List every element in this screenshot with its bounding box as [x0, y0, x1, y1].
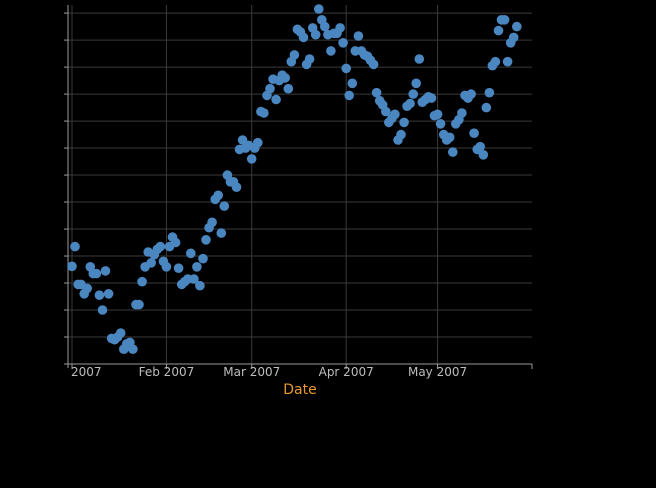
data-point: [335, 23, 345, 33]
data-point: [338, 38, 348, 48]
x-tick-label: Mar 2007: [223, 365, 280, 379]
data-point: [219, 201, 230, 211]
data-point: [314, 4, 324, 14]
data-point: [493, 25, 504, 36]
data-point: [192, 262, 202, 272]
data-point: [265, 83, 275, 94]
data-point: [457, 108, 467, 118]
data-point: [512, 21, 522, 32]
data-point: [161, 262, 172, 272]
data-point: [170, 237, 181, 248]
grid: [64, 5, 532, 365]
data-point: [246, 154, 257, 164]
data-point: [128, 344, 138, 355]
data-point: [115, 328, 126, 338]
data-point: [100, 266, 111, 276]
x-tick-label: May 2007: [408, 365, 467, 379]
data-point: [478, 150, 489, 160]
data-point: [414, 54, 425, 64]
data-point: [103, 289, 114, 299]
data-point: [201, 235, 211, 245]
data-point: [189, 274, 199, 284]
x-axis-title: Date: [283, 382, 316, 398]
data-point: [484, 87, 495, 98]
data-point: [252, 137, 263, 148]
data-point: [466, 89, 476, 99]
data-point: [326, 46, 336, 56]
data-point: [490, 56, 501, 67]
data-point: [91, 268, 102, 279]
data-point: [155, 241, 166, 252]
data-point: [502, 56, 513, 67]
data-point: [381, 106, 391, 117]
data-point: [280, 73, 291, 83]
data-point: [186, 248, 196, 259]
x-tick-label: 2007: [71, 365, 102, 379]
data-point: [405, 98, 415, 109]
data-point: [444, 132, 455, 143]
data-point: [475, 141, 486, 152]
data-point: [283, 83, 294, 94]
data-point: [320, 21, 330, 32]
data-point: [341, 63, 352, 74]
data-point: [259, 108, 269, 118]
data-point: [396, 129, 406, 140]
data-point: [137, 276, 147, 287]
data-point: [173, 263, 184, 274]
data-point: [448, 147, 458, 157]
data-point: [344, 90, 355, 101]
data-point: [298, 32, 309, 43]
data-point: [94, 290, 105, 301]
data-point: [411, 78, 422, 89]
data-point: [213, 190, 223, 201]
data-point: [304, 54, 315, 64]
data-point: [195, 280, 205, 291]
data-point: [499, 14, 510, 25]
data-point: [426, 93, 437, 103]
data-point: [289, 50, 300, 60]
data-point: [432, 109, 443, 120]
data-points: [67, 4, 522, 355]
data-point: [82, 283, 92, 294]
data-point: [134, 299, 144, 310]
x-tick-label: Apr 2007: [319, 365, 374, 379]
data-point: [347, 78, 358, 89]
data-point: [469, 128, 479, 138]
data-point: [146, 258, 156, 268]
data-point: [271, 94, 281, 105]
x-tick-label: Feb 2007: [139, 365, 195, 379]
data-point: [408, 89, 419, 99]
data-point: [207, 217, 217, 228]
data-point: [231, 182, 242, 192]
data-point: [435, 119, 446, 129]
data-point: [371, 87, 382, 98]
data-point: [390, 109, 400, 120]
data-point: [67, 261, 77, 272]
data-point: [70, 241, 80, 252]
data-point: [216, 228, 227, 238]
data-point: [97, 305, 108, 315]
data-point: [508, 32, 519, 43]
data-point: [399, 117, 409, 128]
data-point: [310, 29, 321, 40]
data-point: [198, 253, 208, 264]
data-point: [353, 31, 364, 41]
data-point: [368, 59, 379, 70]
x-axis-ticks: 2007 Feb 2007 Mar 2007 Apr 2007 May 2007: [71, 364, 467, 379]
data-point: [481, 102, 492, 113]
